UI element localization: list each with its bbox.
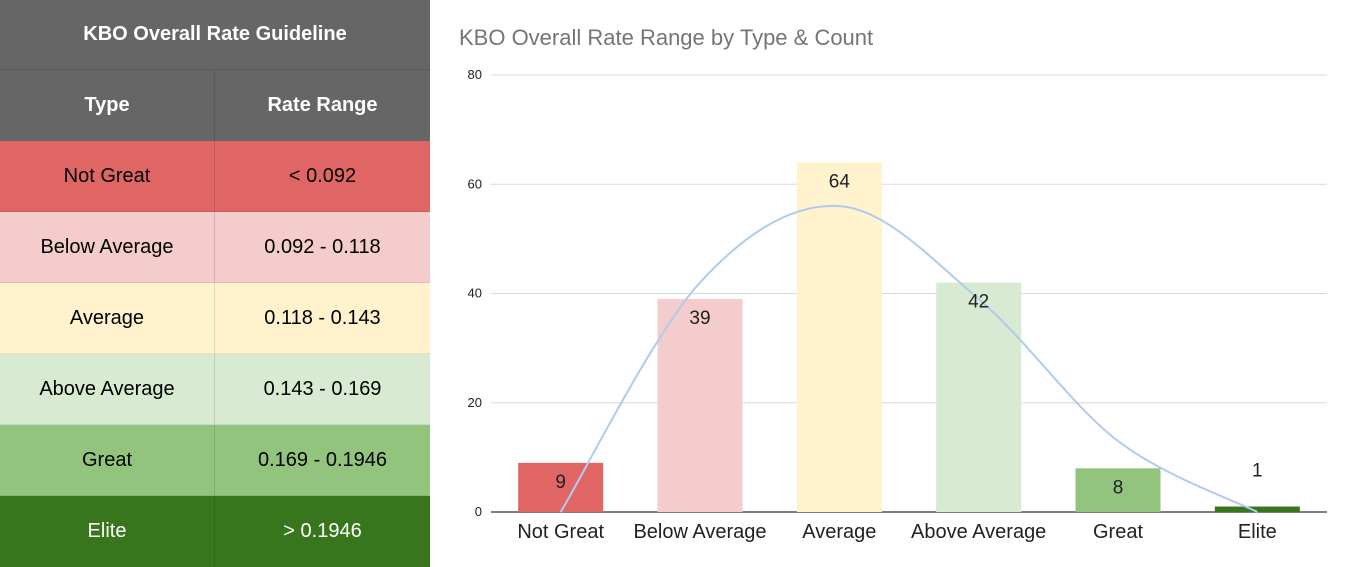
data-labels: 9 39 64 42 8 1 <box>555 171 1262 498</box>
bar <box>518 462 604 512</box>
table-row: Above Average 0.143 - 0.169 <box>0 354 430 425</box>
y-tick-label: 0 <box>475 504 482 519</box>
data-label: 9 <box>555 472 566 493</box>
table-row: Great 0.169 - 0.1946 <box>0 425 430 496</box>
table-row: Average 0.118 - 0.143 <box>0 283 430 354</box>
table-row: Below Average 0.092 - 0.118 <box>0 212 430 283</box>
type-cell: Above Average <box>0 354 215 424</box>
x-category-label: Below Average <box>633 521 766 543</box>
bar <box>796 162 882 512</box>
bar-chart: KBO Overall Rate Range by Type & Count 0… <box>430 0 1349 567</box>
trendline <box>559 204 1258 513</box>
y-tick-label: 40 <box>468 286 482 301</box>
data-label: 42 <box>968 292 989 313</box>
x-category-label: Elite <box>1238 521 1277 543</box>
y-tick-label: 80 <box>468 67 482 82</box>
rate-range-cell: 0.169 - 0.1946 <box>258 448 387 471</box>
rate-range-cell: < 0.092 <box>288 164 357 187</box>
type-cell: Below Average <box>0 212 215 282</box>
bar <box>1214 506 1300 512</box>
type-cell: Not Great <box>0 141 215 211</box>
trendline-curve <box>559 204 1258 513</box>
data-label: 39 <box>689 308 710 329</box>
rate-range-cell: 0.143 - 0.169 <box>263 377 382 400</box>
data-label: 1 <box>1252 461 1263 482</box>
x-category-label: Above Average <box>911 521 1046 543</box>
x-category-label: Average <box>802 521 876 543</box>
table-row: Elite > 0.1946 <box>0 496 430 567</box>
type-cell: Average <box>0 283 215 353</box>
chart-title: KBO Overall Rate Range by Type & Count <box>459 25 873 50</box>
x-category-label: Great <box>1093 521 1143 543</box>
rate-range-cell: 0.118 - 0.143 <box>264 306 381 329</box>
type-cell: Elite <box>0 496 215 567</box>
grid-lines <box>491 74 1327 513</box>
y-tick-label: 60 <box>468 176 482 191</box>
bar <box>1075 468 1161 512</box>
type-cell: Great <box>0 425 215 495</box>
y-axis-ticks: 0 20 40 60 80 <box>468 67 482 519</box>
data-label: 64 <box>829 171 851 192</box>
data-label: 8 <box>1113 477 1124 498</box>
column-header-type: Type <box>0 70 215 141</box>
guideline-table: KBO Overall Rate Guideline Type Rate Ran… <box>0 0 430 567</box>
rate-range-cell: > 0.1946 <box>283 520 362 542</box>
x-category-label: Not Great <box>517 521 604 543</box>
bar <box>936 282 1022 512</box>
bars <box>518 162 1300 512</box>
bar <box>657 298 743 512</box>
table-title: KBO Overall Rate Guideline <box>0 0 430 70</box>
column-header-rate-range: Rate Range <box>267 94 378 116</box>
table-header-row: Type Rate Range <box>0 70 430 141</box>
rate-range-cell: 0.092 - 0.118 <box>264 235 381 258</box>
table-row: Not Great < 0.092 <box>0 141 430 212</box>
chart-canvas: KBO Overall Rate Range by Type & Count 0… <box>459 25 1327 543</box>
x-axis-categories: Not Great Below Average Average Above Avera… <box>517 521 1276 543</box>
y-tick-label: 20 <box>468 395 482 410</box>
